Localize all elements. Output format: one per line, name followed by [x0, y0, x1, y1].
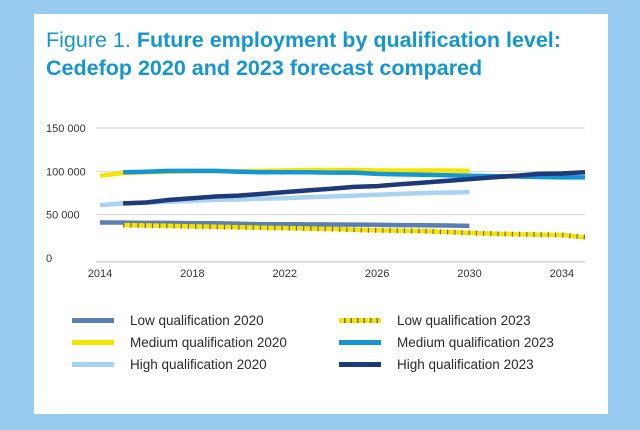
chart-series — [99, 167, 586, 240]
figure-number: Figure 1. — [46, 28, 131, 52]
figure-title-line2: Cedefop 2020 and 2023 forecast compared — [46, 56, 483, 80]
series-line-low-qualification-2023-hatch — [123, 222, 586, 240]
x-tick-label: 2026 — [365, 268, 389, 280]
legend-swatch — [72, 340, 114, 345]
legend-item-high-qualification-2020: High qualification 2020 — [72, 356, 332, 374]
legend-label: Medium qualification 2023 — [397, 335, 554, 350]
legend-item-medium-qualification-2020: Medium qualification 2020 — [72, 334, 332, 352]
legend-item-low-qualification-2020: Low qualification 2020 — [72, 312, 332, 330]
legend-item-medium-qualification-2023: Medium qualification 2023 — [339, 334, 599, 352]
series-line-low-qualification-2020 — [100, 220, 470, 229]
legend-item-high-qualification-2023: High qualification 2023 — [339, 356, 599, 374]
x-tick-label: 2018 — [180, 268, 204, 280]
legend-swatch — [72, 318, 114, 323]
legend-label: High qualification 2023 — [397, 357, 534, 372]
legend-swatch — [72, 362, 114, 367]
legend-swatch — [339, 318, 381, 323]
x-tick-label: 2014 — [88, 268, 112, 280]
x-tick-label: 2034 — [550, 268, 574, 280]
legend-label: Low qualification 2023 — [397, 313, 531, 328]
y-tick-label: 0 — [46, 253, 52, 265]
series-line-high-qualification-2023 — [123, 169, 586, 206]
y-tick-label: 150 000 — [46, 123, 86, 135]
figure-title-line1: Future employment by qualification level… — [136, 28, 561, 52]
legend-swatch — [339, 340, 381, 345]
x-axis-ticks: 2014 2018 2022 2026 2030 2034 — [88, 268, 574, 280]
y-tick-label: 50 000 — [46, 210, 80, 222]
y-axis-ticks: 0 50 000 100 000 150 000 — [46, 123, 86, 265]
x-tick-label: 2030 — [457, 268, 481, 280]
figure-title: Figure 1. Future employment by qualifica… — [46, 26, 606, 82]
legend-label: Medium qualification 2020 — [130, 335, 287, 350]
legend-item-low-qualification-2023: Low qualification 2023 — [339, 312, 599, 330]
figure-card: Figure 1. Future employment by qualifica… — [34, 14, 608, 414]
legend-swatch — [339, 362, 381, 367]
legend-label: Low qualification 2020 — [130, 313, 264, 328]
x-tick-label: 2022 — [273, 268, 297, 280]
y-tick-label: 100 000 — [46, 166, 86, 178]
legend-label: High qualification 2020 — [130, 357, 267, 372]
